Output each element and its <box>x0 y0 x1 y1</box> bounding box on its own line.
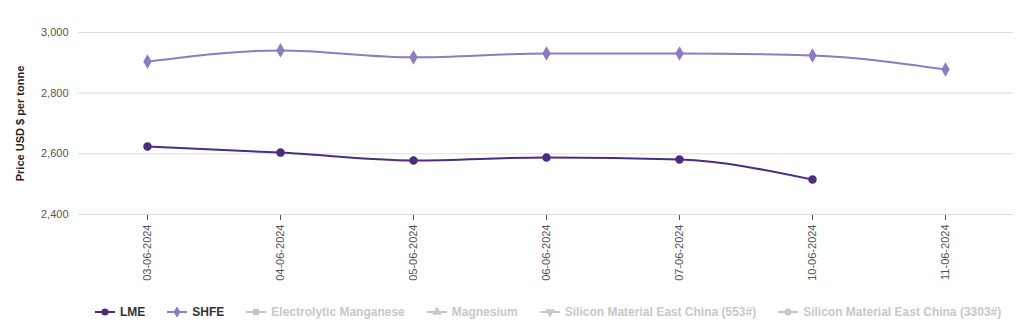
svg-text:10-06-2024: 10-06-2024 <box>806 225 818 281</box>
html-text:SHFE: SHFE <box>192 305 225 319</box>
html-text:Magnesium: Magnesium <box>451 305 518 319</box>
svg-text:Price USD $ per tonne: Price USD $ per tonne <box>14 66 26 182</box>
html-text:Electrolytic Manganese: Electrolytic Manganese <box>271 305 405 319</box>
html-text:LME: LME <box>120 305 146 319</box>
svg-text:07-06-2024: 07-06-2024 <box>673 225 685 281</box>
svg-text:06-06-2024: 06-06-2024 <box>540 225 552 281</box>
svg-text:2,400: 2,400 <box>41 208 69 220</box>
svg-text:3,000: 3,000 <box>41 26 69 38</box>
svg-text:03-06-2024: 03-06-2024 <box>141 225 153 281</box>
html-text:Silicon Material East China (3: Silicon Material East China (3303#) <box>803 305 1002 319</box>
svg-text:11-06-2024: 11-06-2024 <box>939 225 951 280</box>
svg-text:2,600: 2,600 <box>41 147 69 159</box>
html-text:Silicon Material East China (5: Silicon Material East China (553#) <box>564 305 757 319</box>
svg-text:05-06-2024: 05-06-2024 <box>407 225 419 281</box>
svg-text:04-06-2024: 04-06-2024 <box>274 225 286 281</box>
svg-text:2,800: 2,800 <box>41 87 69 99</box>
